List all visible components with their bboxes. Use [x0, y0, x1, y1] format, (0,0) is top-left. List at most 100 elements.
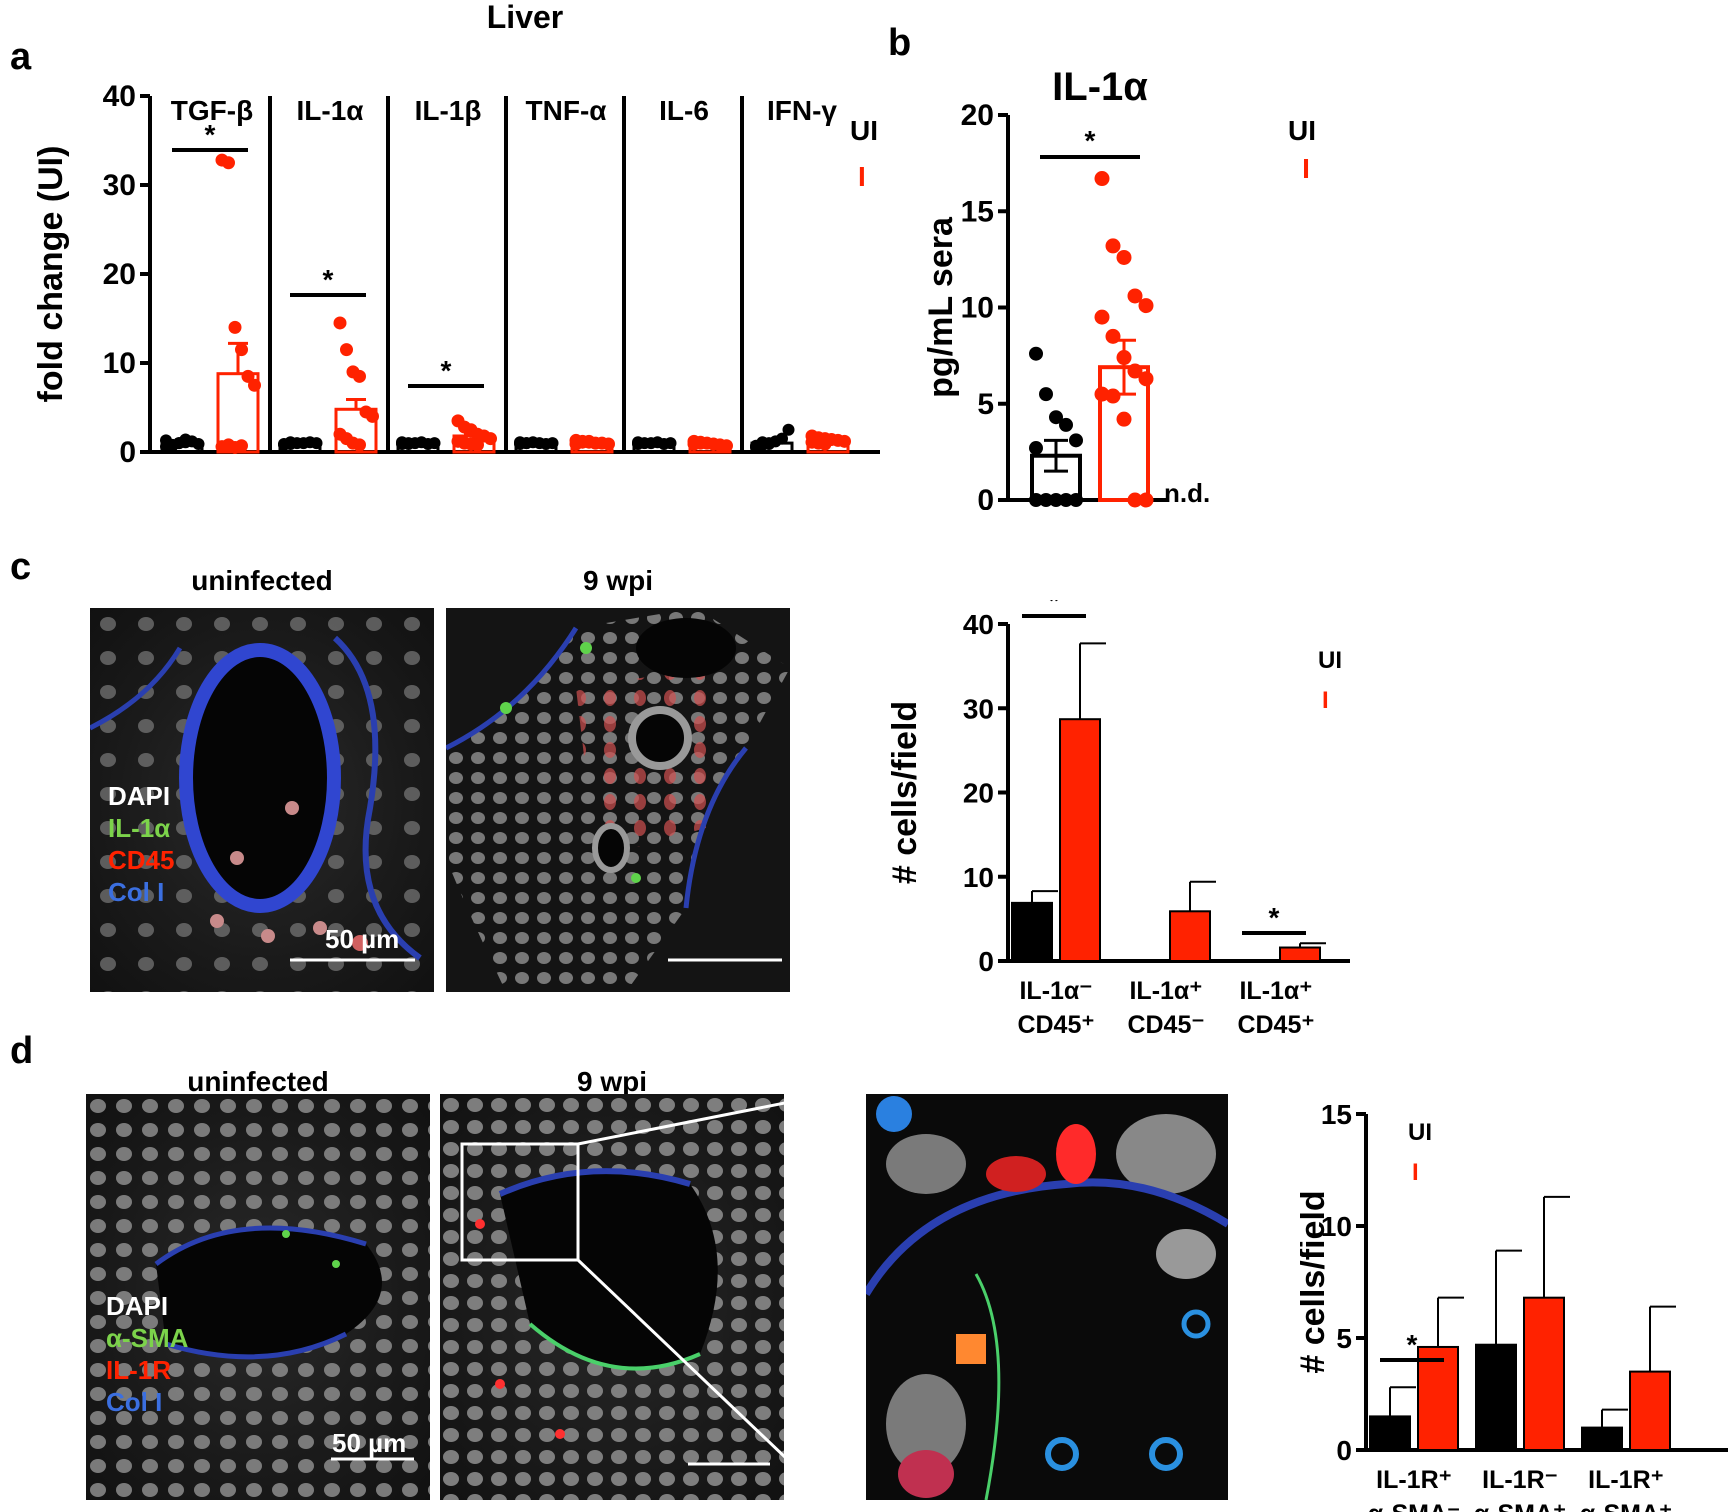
chart-b-point-ui: [1049, 410, 1063, 425]
stain-dapi: DAPI: [108, 781, 171, 811]
chart-b-point-ui: [1029, 441, 1043, 456]
chart-a-sig-star: *: [323, 264, 334, 295]
chart-a-point-ui: [632, 436, 644, 449]
chart-b-point-ui: [1069, 433, 1083, 448]
chart-b-point-i: [1116, 350, 1132, 366]
chart-b-y-tick-label: 0: [977, 484, 994, 510]
chart-c-bar-i: [1279, 946, 1321, 962]
chart-a-legend-i: I: [858, 161, 866, 192]
panel-letter-b: b: [888, 22, 912, 64]
chart-a-point-ui: [428, 437, 441, 450]
chart-a-point-i: [353, 369, 366, 383]
chart-b-point-ui: [1029, 346, 1043, 361]
chart-c-category-label-line1: IL-1α⁺: [1239, 977, 1312, 1005]
chart-d-category-label-line1: IL-1R⁻: [1482, 1466, 1558, 1494]
chart-a-point-i: [484, 432, 497, 446]
chart-c-category-label-line2: CD45⁻: [1127, 1011, 1204, 1039]
chart-b-point-ui: [1029, 493, 1043, 507]
chart-c-legend-ui: UI: [1318, 647, 1342, 674]
chart-b-nd-label: n.d.: [1164, 478, 1210, 508]
stain-dapi-d: DAPI: [106, 1291, 169, 1321]
chart-b-point-i: [1116, 411, 1132, 427]
chart-a-point-i: [235, 343, 248, 357]
chart-d-legend-ui: UI: [1408, 1119, 1432, 1146]
chart-a-point-ui: [546, 437, 559, 450]
scale-bar-label-d: 50 µm: [332, 1428, 407, 1458]
chart-c-y-tick-label: 40: [963, 609, 994, 640]
micrograph-d-zoom-art: [866, 1094, 1228, 1500]
chart-b-point-i: [1127, 492, 1143, 508]
stain-legend-c: DAPI IL-1α CD45 Col I: [108, 780, 174, 908]
chart-c-category-label-line1: IL-1α⁺: [1129, 977, 1202, 1005]
chart-d-bar-ui: [1475, 1343, 1517, 1451]
chart-c-category-label-line2: CD45⁺: [1237, 1011, 1314, 1039]
chart-c-y-tick-label: 0: [978, 946, 994, 977]
chart-a-point-i: [333, 316, 347, 330]
chart-d-y-label: # cells/field: [1300, 1190, 1332, 1373]
chart-a-point-i: [582, 434, 596, 448]
image-title-uninfected-d: uninfected: [187, 1066, 329, 1097]
chart-a-title: Liver: [487, 0, 563, 35]
chart-b-point-ui: [1049, 493, 1063, 507]
image-title-9wpi: 9 wpi: [582, 565, 653, 596]
chart-b-point-i: [1127, 363, 1143, 379]
chart-b-sig-star: *: [1085, 125, 1096, 156]
stain-col1-d: Col I: [106, 1387, 163, 1417]
chart-a-point-ui: [776, 432, 788, 445]
chart-b-point-ui: [1059, 493, 1073, 507]
chart-c-y-label: # cells/field: [886, 701, 924, 884]
chart-a-point-i: [838, 434, 851, 448]
chart-b-point-ui: [1069, 493, 1083, 507]
chart-b-y-tick-label: 15: [961, 195, 994, 228]
chart-a-category-label: IFN-γ: [767, 95, 837, 126]
chart-d-category-label-line2: α-SMA⁻: [1368, 1500, 1460, 1512]
chart-b-point-i: [1138, 492, 1154, 508]
panel-letter-d: d: [10, 1030, 34, 1072]
chart-a-y-tick-label: 10: [103, 347, 136, 380]
chart-a-y-tick-label: 30: [103, 169, 136, 202]
micrograph-d-uninfected: [86, 1094, 430, 1500]
chart-b: IL-1α 0 5 10 15 20 pg/mL sera * n.d. UI I: [922, 65, 1316, 510]
chart-c-bar-i: [1169, 910, 1211, 963]
chart-d-bar-ui: [1369, 1415, 1411, 1451]
chart-b-y-tick-label: 5: [977, 388, 994, 421]
chart-c-sig-star: *: [1049, 600, 1060, 616]
chart-a-point-ui: [310, 437, 323, 450]
chart-a-point-i: [241, 369, 255, 383]
chart-a-point-ui: [664, 437, 677, 450]
chart-b-point-i: [1105, 238, 1121, 254]
chart-c-bar-i: [1059, 718, 1101, 962]
chart-b-point-ui: [1059, 417, 1073, 432]
chart-a-sig-star: *: [205, 119, 216, 150]
chart-c-sig-star: *: [1269, 902, 1280, 933]
chart-b-y-tick-label: 20: [961, 99, 994, 132]
chart-a-point-ui: [763, 437, 775, 450]
micrograph-c-9wpi: [446, 608, 790, 992]
chart-a-point-i: [602, 437, 615, 451]
micrograph-d-9wpi-art: [440, 1094, 784, 1500]
chart-b-point-i: [1116, 249, 1132, 265]
chart-a-y-tick-label: 0: [119, 436, 136, 469]
chart-a-category-label: IL-6: [659, 95, 709, 126]
chart-a-category-label: TNF-α: [526, 95, 607, 126]
chart-a-point-i: [353, 438, 366, 452]
chart-d-bar-i: [1523, 1296, 1565, 1451]
chart-c-category-label-line1: IL-1α⁻: [1019, 977, 1092, 1005]
scale-bar-label-c: 50 µm: [325, 924, 400, 954]
chart-d-bar-ui: [1581, 1426, 1623, 1452]
panel-letter-c: c: [10, 546, 32, 588]
micrograph-c-9wpi-art: [446, 608, 790, 992]
chart-b-y-label: pg/mL sera: [922, 216, 960, 398]
chart-a-point-i: [694, 435, 707, 449]
chart-b-legend-ui: UI: [1288, 115, 1316, 146]
chart-a-y-label: fold change (UI): [32, 146, 70, 403]
chart-c-bar-ui: [1011, 901, 1053, 962]
panel-letter-a: a: [10, 36, 32, 78]
image-title-uninfected: uninfected: [191, 565, 333, 596]
micrograph-d-uninfected-art: [86, 1094, 430, 1500]
chart-b-legend-i: I: [1302, 153, 1310, 184]
chart-b-point-i: [1138, 371, 1154, 387]
chart-c-category-label-line2: CD45⁺: [1017, 1011, 1094, 1039]
stain-legend-d: DAPI α-SMA IL-1R Col I: [106, 1290, 188, 1418]
